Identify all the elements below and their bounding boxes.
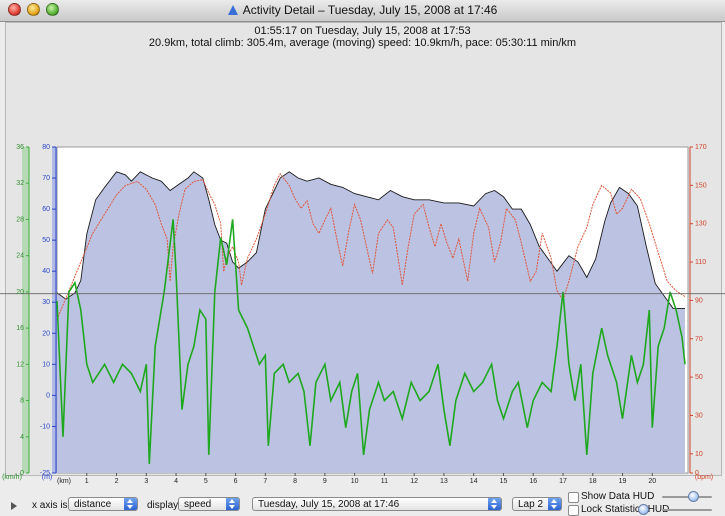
- lap-select[interactable]: Lap 2: [512, 497, 562, 511]
- speed-tick-label: 24: [16, 253, 24, 260]
- display-select-value: speed: [184, 499, 212, 510]
- speed-tick-label: 16: [16, 325, 24, 332]
- altitude-tick-label: -10: [40, 423, 50, 430]
- x-tick-label: 3: [144, 478, 148, 485]
- x-axis-select-value: distance: [74, 499, 112, 510]
- x-tick-label: 16: [529, 478, 537, 485]
- speed-tick-label: 8: [20, 398, 24, 405]
- stats-hud-opacity-slider[interactable]: [662, 509, 712, 511]
- x-tick-label: 15: [500, 478, 508, 485]
- display-select[interactable]: speed: [178, 497, 240, 511]
- altitude-axis-band: [52, 147, 57, 473]
- x-tick-label: 2: [115, 478, 119, 485]
- altitude-tick-label: 40: [42, 268, 50, 275]
- heartrate-tick-label: 30: [695, 412, 703, 419]
- x-tick-label: 10: [351, 478, 359, 485]
- close-window-button[interactable]: [8, 3, 21, 16]
- lock-statistics-hud-checkbox[interactable]: [568, 505, 579, 516]
- x-tick-label: 12: [410, 478, 418, 485]
- altitude-axis-unit: (m): [42, 474, 53, 481]
- altitude-tick-label: 80: [42, 144, 50, 151]
- heartrate-tick-label: 150: [695, 182, 707, 189]
- heartrate-tick-label: 90: [695, 297, 703, 304]
- speed-line: [56, 219, 686, 464]
- x-tick-label: 13: [440, 478, 448, 485]
- lap-select-value: Lap 2: [518, 499, 544, 510]
- x-tick-label: 17: [559, 478, 567, 485]
- x-tick-label: 14: [470, 478, 478, 485]
- x-tick-label: 4: [174, 478, 178, 485]
- stats-hud-slider-knob[interactable]: [638, 504, 649, 515]
- show-data-hud-label: Show Data HUD: [581, 491, 655, 502]
- document-icon: [227, 5, 238, 15]
- window-title: Activity Detail – Tuesday, July 15, 2008…: [242, 3, 498, 17]
- heartrate-tick-label: 130: [695, 221, 707, 228]
- lock-statistics-hud-label: Lock Statistics HUD: [581, 504, 670, 515]
- speed-tick-label: 4: [20, 434, 24, 441]
- zoom-window-button[interactable]: [46, 3, 59, 16]
- x-tick-label: 11: [381, 478, 388, 485]
- display-label: display:: [147, 500, 181, 511]
- speed-axis-unit: (km/h): [2, 474, 22, 481]
- altitude-line: [56, 171, 685, 309]
- popup-arrows-icon: [548, 498, 561, 510]
- speed-tick-label: 0: [20, 470, 24, 477]
- altitude-tick-label: 20: [42, 330, 50, 337]
- activity-chart[interactable]: 1 2 3 4 5 6 7 8 9 10 11 12 13 14 15 16 17 18 19 20(km)04812…: [0, 0, 725, 486]
- speed-tick-label: 36: [16, 144, 24, 151]
- popup-arrows-icon: [488, 498, 501, 510]
- speed-tick-label: 12: [16, 361, 24, 368]
- altitude-tick-label: 60: [42, 206, 50, 213]
- x-axis-select[interactable]: distance: [68, 497, 138, 511]
- activity-select[interactable]: Tuesday, July 15, 2008 at 17:46: [252, 497, 502, 511]
- altitude-area: [57, 171, 685, 474]
- activity-select-value: Tuesday, July 15, 2008 at 17:46: [258, 499, 400, 510]
- speed-tick-label: 20: [16, 289, 24, 296]
- summary-line-2: 20.9km, total climb: 305.4m, average (mo…: [148, 37, 577, 49]
- speed-axis-band: [22, 147, 29, 473]
- altitude-tick-label: 0: [46, 392, 50, 399]
- x-tick-label: 8: [293, 478, 297, 485]
- popup-arrows-icon: [226, 498, 239, 510]
- altitude-tick-label: 30: [42, 299, 50, 306]
- x-tick-label: 5: [204, 478, 208, 485]
- show-data-hud-checkbox[interactable]: [568, 492, 579, 503]
- x-tick-label: 19: [619, 478, 627, 485]
- x-tick-label: 6: [234, 478, 238, 485]
- popup-arrows-icon: [124, 498, 137, 510]
- altitude-tick-label: 50: [42, 237, 50, 244]
- altitude-tick-label: 70: [42, 175, 50, 182]
- data-hud-slider-knob[interactable]: [688, 491, 699, 502]
- speed-tick-label: 32: [16, 180, 24, 187]
- data-hud-opacity-slider[interactable]: [662, 496, 712, 498]
- heartrate-axis-unit: (bpm): [695, 474, 713, 481]
- x-tick-label: 1: [85, 478, 89, 485]
- heartrate-tick-label: 10: [695, 451, 703, 458]
- x-tick-label: 9: [323, 478, 327, 485]
- x-tick-label: 18: [589, 478, 597, 485]
- minimize-window-button[interactable]: [27, 3, 40, 16]
- heartrate-tick-label: 170: [695, 144, 707, 151]
- x-tick-label: 20: [648, 478, 656, 485]
- speed-tick-label: 28: [16, 216, 24, 223]
- x-axis-label: x axis is:: [32, 500, 71, 511]
- x-axis-unit: (km): [57, 478, 71, 485]
- x-tick-label: 7: [263, 478, 267, 485]
- heartrate-tick-label: 0: [695, 470, 699, 477]
- heartrate-tick-label: 50: [695, 374, 703, 381]
- altitude-tick-label: -25: [40, 470, 50, 477]
- title-bar[interactable]: Activity Detail – Tuesday, July 15, 2008…: [0, 0, 725, 22]
- heartrate-tick-label: 110: [695, 259, 706, 266]
- heartrate-tick-label: 70: [695, 336, 703, 343]
- altitude-tick-label: 10: [42, 361, 50, 368]
- bottom-toolbar: x axis is: distance display: speed Tuesd…: [0, 488, 725, 516]
- summary-line-1: 01:55:17 on Tuesday, July 15, 2008 at 17…: [254, 25, 471, 37]
- window-title-area: Activity Detail – Tuesday, July 15, 2008…: [0, 3, 725, 17]
- disclosure-triangle-icon[interactable]: [11, 502, 17, 510]
